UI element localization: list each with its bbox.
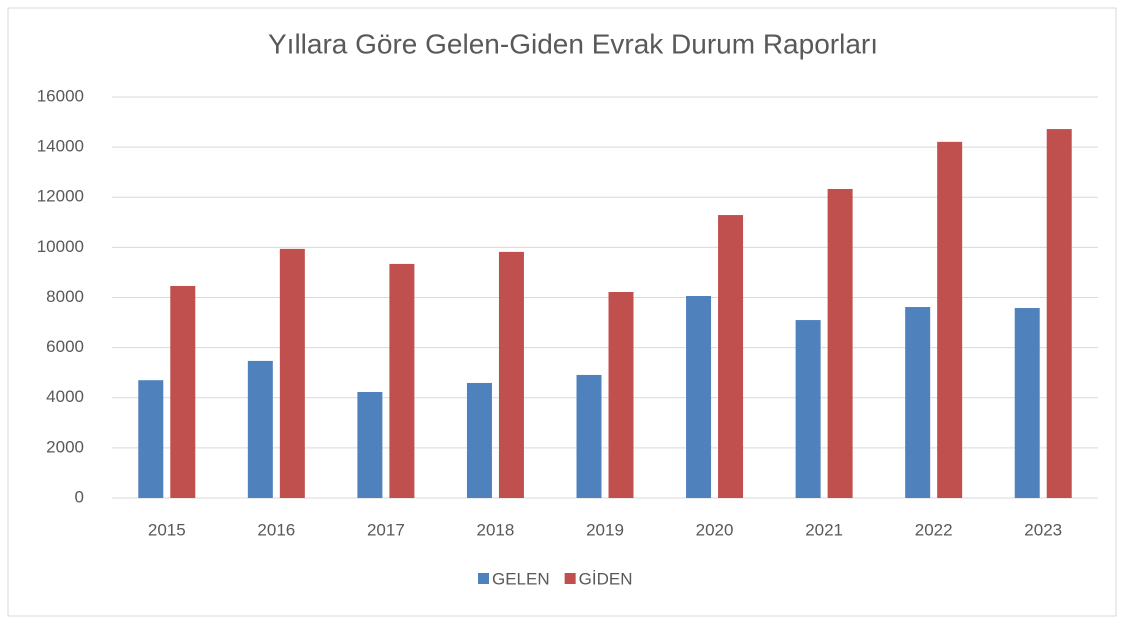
bar xyxy=(937,141,963,498)
x-tick-label: 2019 xyxy=(586,520,624,539)
x-tick-label: 2016 xyxy=(257,520,295,539)
x-tick-label: 2017 xyxy=(367,520,405,539)
bar xyxy=(718,215,744,498)
y-tick-label: 2000 xyxy=(46,437,84,456)
y-tick-label: 8000 xyxy=(46,287,84,306)
x-tick-label: 2023 xyxy=(1024,520,1062,539)
bar xyxy=(498,251,524,498)
bar xyxy=(827,188,853,498)
bar xyxy=(466,382,492,498)
y-tick-label: 4000 xyxy=(46,387,84,406)
bar xyxy=(247,360,273,498)
y-tick-label: 12000 xyxy=(37,187,84,206)
x-tick-label: 2022 xyxy=(915,520,953,539)
legend-swatch xyxy=(478,573,489,584)
bar xyxy=(686,295,712,498)
bar xyxy=(1014,308,1040,498)
bar xyxy=(170,285,196,498)
x-tick-label: 2015 xyxy=(148,520,186,539)
bar xyxy=(138,380,164,498)
bar xyxy=(795,320,821,498)
y-tick-label: 0 xyxy=(75,487,84,506)
x-tick-label: 2018 xyxy=(477,520,515,539)
legend-label: GİDEN xyxy=(579,569,633,588)
y-tick-label: 6000 xyxy=(46,337,84,356)
legend-swatch xyxy=(564,573,576,584)
y-tick-label: 14000 xyxy=(37,137,84,156)
bar xyxy=(576,374,602,498)
x-tick-label: 2021 xyxy=(805,520,843,539)
bar xyxy=(1046,129,1072,498)
bar xyxy=(279,248,305,498)
legend-label: GELEN xyxy=(492,569,550,588)
y-tick-label: 10000 xyxy=(37,237,84,256)
bar xyxy=(608,291,634,498)
chart-title: Yıllara Göre Gelen-Giden Evrak Durum Rap… xyxy=(268,28,878,59)
bar xyxy=(905,307,931,498)
bar xyxy=(357,391,383,498)
bar xyxy=(389,263,415,498)
y-tick-label: 16000 xyxy=(37,86,84,105)
x-tick-label: 2020 xyxy=(696,520,734,539)
